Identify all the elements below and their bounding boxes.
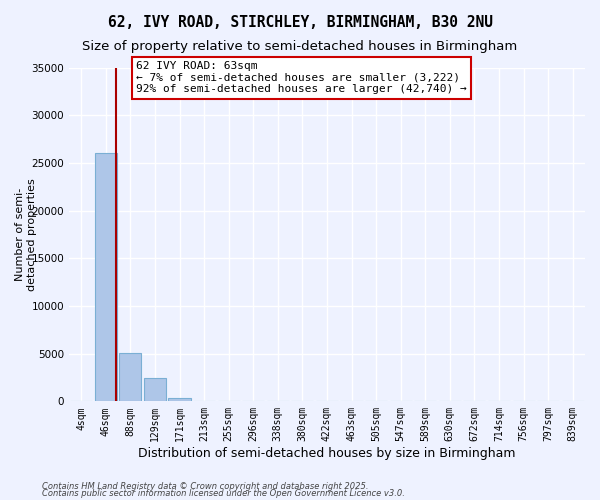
Y-axis label: Number of semi-
detached properties: Number of semi- detached properties xyxy=(15,178,37,291)
Text: 62, IVY ROAD, STIRCHLEY, BIRMINGHAM, B30 2NU: 62, IVY ROAD, STIRCHLEY, BIRMINGHAM, B30… xyxy=(107,15,493,30)
Bar xyxy=(95,152,117,402)
Text: Contains HM Land Registry data © Crown copyright and database right 2025.: Contains HM Land Registry data © Crown c… xyxy=(42,482,368,491)
Bar xyxy=(144,378,166,402)
Text: Contains public sector information licensed under the Open Government Licence v3: Contains public sector information licen… xyxy=(42,489,405,498)
Bar xyxy=(169,398,191,402)
Text: Size of property relative to semi-detached houses in Birmingham: Size of property relative to semi-detach… xyxy=(82,40,518,53)
Text: 62 IVY ROAD: 63sqm
← 7% of semi-detached houses are smaller (3,222)
92% of semi-: 62 IVY ROAD: 63sqm ← 7% of semi-detached… xyxy=(136,61,467,94)
Bar xyxy=(119,352,142,402)
X-axis label: Distribution of semi-detached houses by size in Birmingham: Distribution of semi-detached houses by … xyxy=(138,447,516,460)
